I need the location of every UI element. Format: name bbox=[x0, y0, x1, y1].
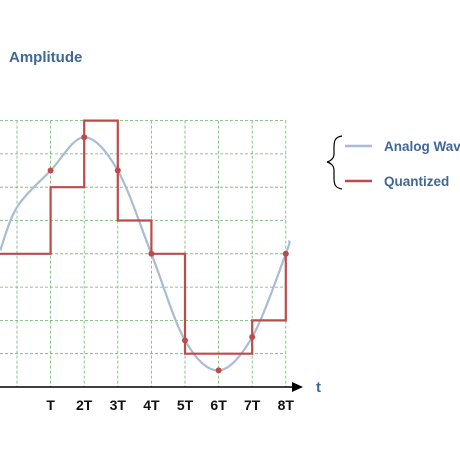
x-tick-labels: T 2T 3T 4T 5T 6T 7T 8T bbox=[46, 397, 294, 413]
x-tick-label: T bbox=[46, 397, 55, 413]
sample-point bbox=[282, 250, 289, 257]
sample-point bbox=[114, 167, 121, 174]
x-tick-label: 4T bbox=[143, 397, 160, 413]
sample-point bbox=[148, 250, 155, 257]
sample-points bbox=[47, 134, 289, 374]
x-tick-label: 5T bbox=[177, 397, 194, 413]
legend-label-analog: Analog Wave bbox=[384, 139, 460, 154]
legend-brace bbox=[326, 135, 343, 190]
sample-point bbox=[249, 334, 256, 341]
x-tick-label: 3T bbox=[110, 397, 127, 413]
sample-point bbox=[81, 134, 88, 141]
x-tick-label: 7T bbox=[244, 397, 261, 413]
quantized-step-line bbox=[0, 119, 287, 355]
x-tick-label: 8T bbox=[278, 397, 295, 413]
sample-point bbox=[47, 167, 54, 174]
sample-point bbox=[182, 337, 188, 344]
legend-label-quantized: Quantized bbox=[384, 174, 449, 189]
sample-point bbox=[215, 367, 222, 374]
x-tick-label: 2T bbox=[76, 397, 93, 413]
time-axis-arrowhead bbox=[292, 382, 303, 392]
legend: Analog Wave Quantized bbox=[326, 135, 460, 190]
x-tick-label: 6T bbox=[210, 397, 227, 413]
x-axis-label: t bbox=[316, 379, 321, 396]
y-axis-label: Amplitude bbox=[9, 49, 82, 66]
